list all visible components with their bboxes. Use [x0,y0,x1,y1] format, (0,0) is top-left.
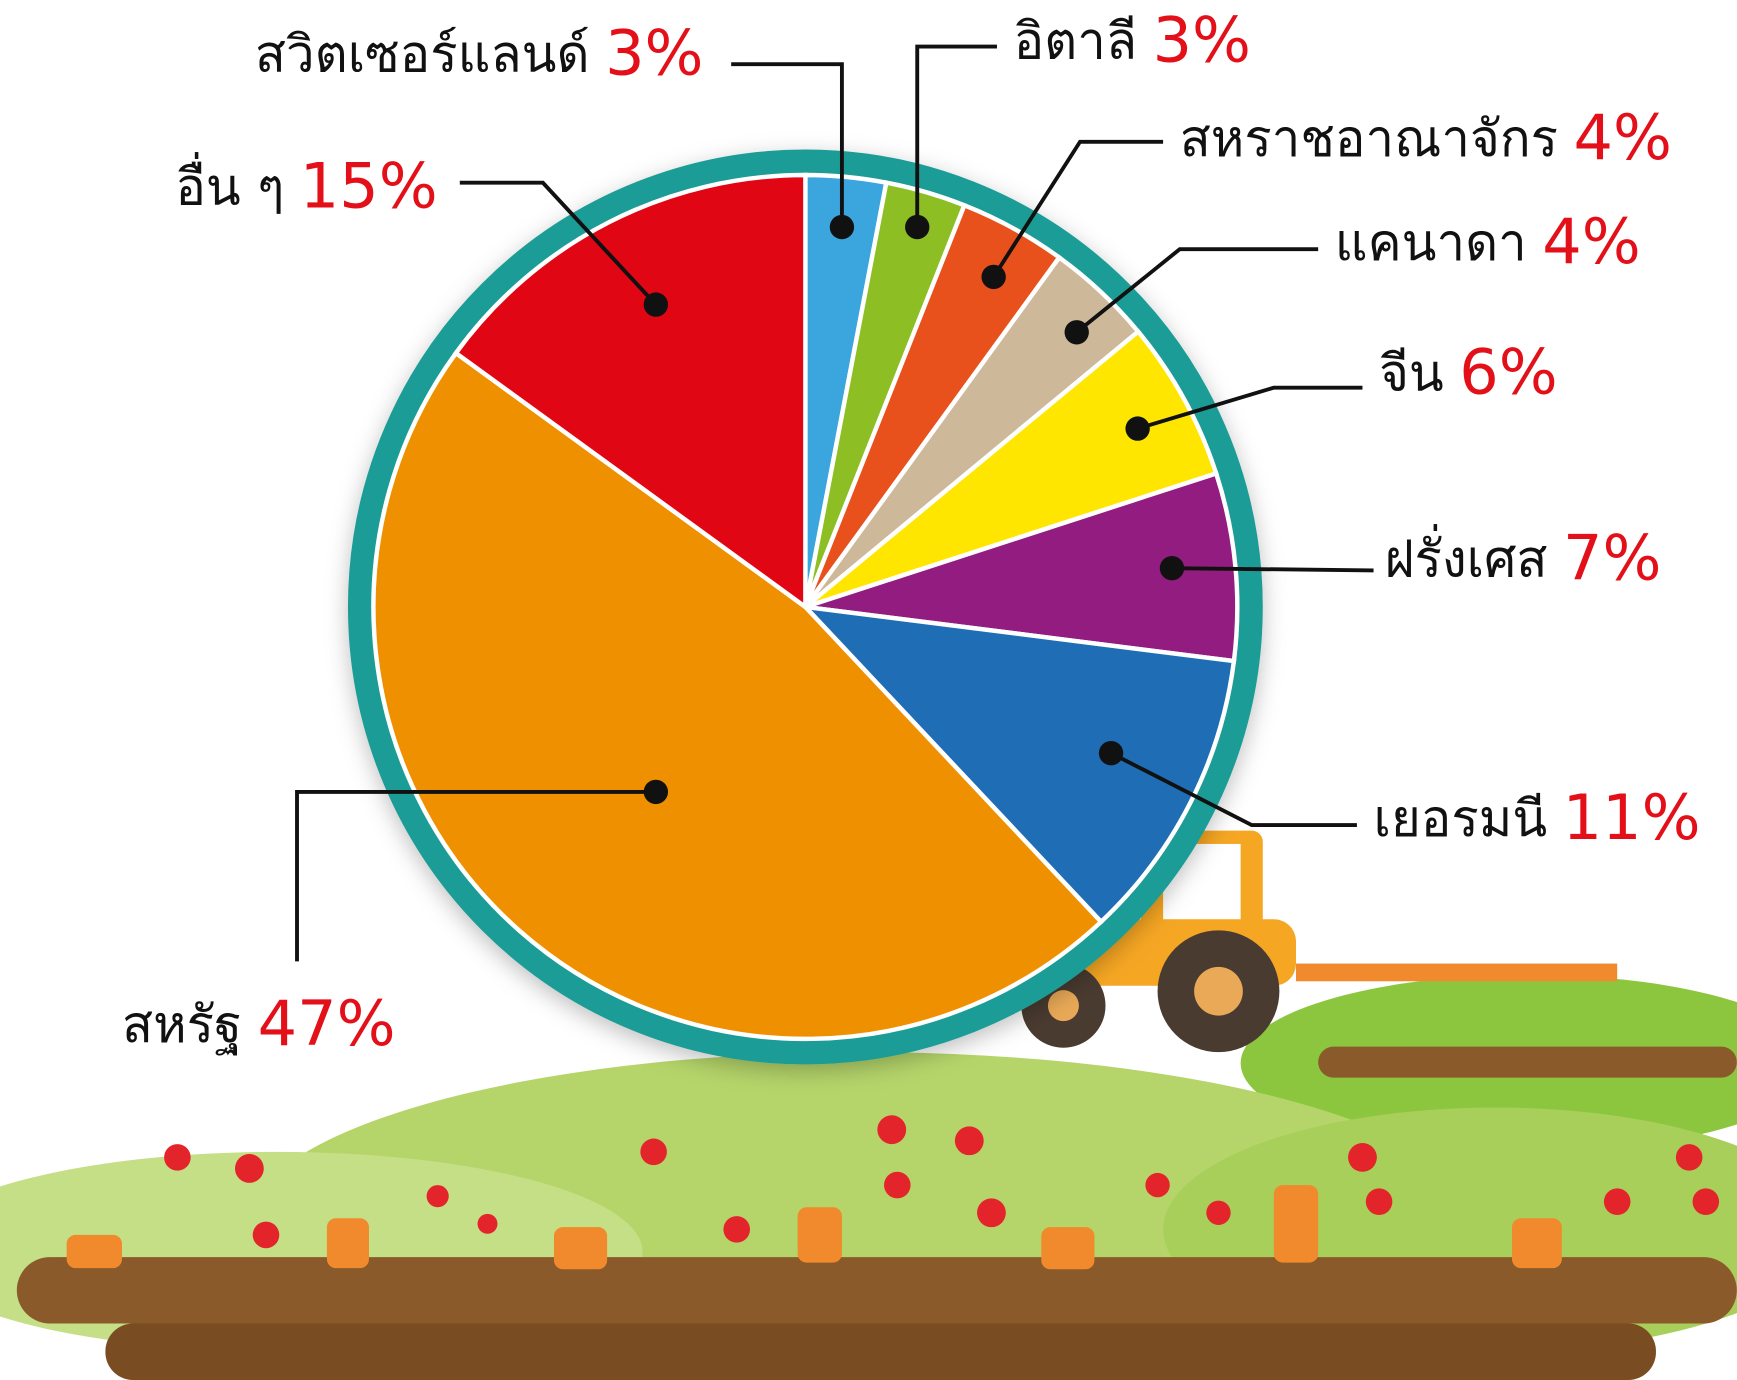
leader-dot [905,215,929,239]
category-name: ฝรั่งเศส [1385,525,1548,590]
category-name: อิตาลี [1014,12,1138,71]
category-name: สหรัฐ [122,996,242,1055]
value-label: 11% [1563,781,1701,854]
slice-label: สวิตเซอร์แลนด์ 3% [255,17,704,90]
slice-label: อิตาลี 3% [1014,3,1251,76]
value-label: 47% [258,987,396,1060]
slice-label: เยอรมนี 11% [1374,781,1701,854]
value-label: 4% [1542,205,1640,278]
category-name: เยอรมนี [1374,790,1548,849]
slice-label: จีน 6% [1379,336,1558,409]
chart: สวิตเซอร์แลนด์3%อิตาลี3%สหราชอาณาจักร4%แ… [0,0,1737,1380]
leader-dot [1125,416,1149,440]
category-name: สหราชอาณาจักร [1180,110,1558,169]
leader-dot [1160,556,1184,580]
category-name: สวิตเซอร์แลนด์ [255,26,590,85]
leader-dot [644,292,668,316]
value-label: 6% [1459,336,1557,409]
value-label: 3% [1153,3,1251,76]
value-label: 3% [605,17,703,90]
category-name: แคนาดา [1335,214,1527,273]
leader-dot [981,265,1005,289]
slice-label: สหราชอาณาจักร 4% [1180,101,1672,174]
leader-dot [830,215,854,239]
value-label: 7% [1563,522,1661,595]
category-name: จีน [1379,345,1444,404]
leader-dot [644,780,668,804]
slice-label: สหรัฐ 47% [122,987,395,1060]
value-label: 4% [1574,101,1672,174]
leader-line [1172,568,1374,570]
leader-dot [1065,320,1089,344]
slice-label: แคนาดา 4% [1335,205,1641,278]
category-name: อื่น ๆ [175,152,284,217]
value-label: 15% [300,150,438,223]
leader-dot [1099,741,1123,765]
